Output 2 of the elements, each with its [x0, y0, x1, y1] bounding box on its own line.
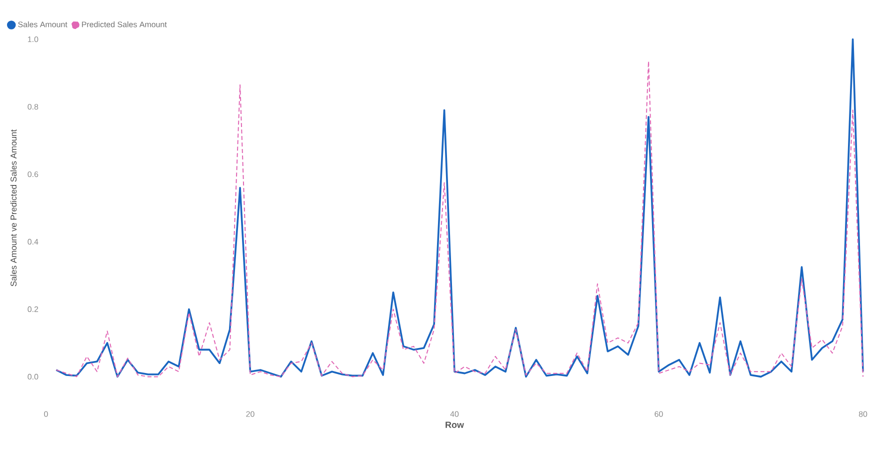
y-axis-title: Sales Amount ve Predicted Sales Amount	[10, 129, 17, 286]
x-axis-title: Row	[446, 422, 464, 428]
